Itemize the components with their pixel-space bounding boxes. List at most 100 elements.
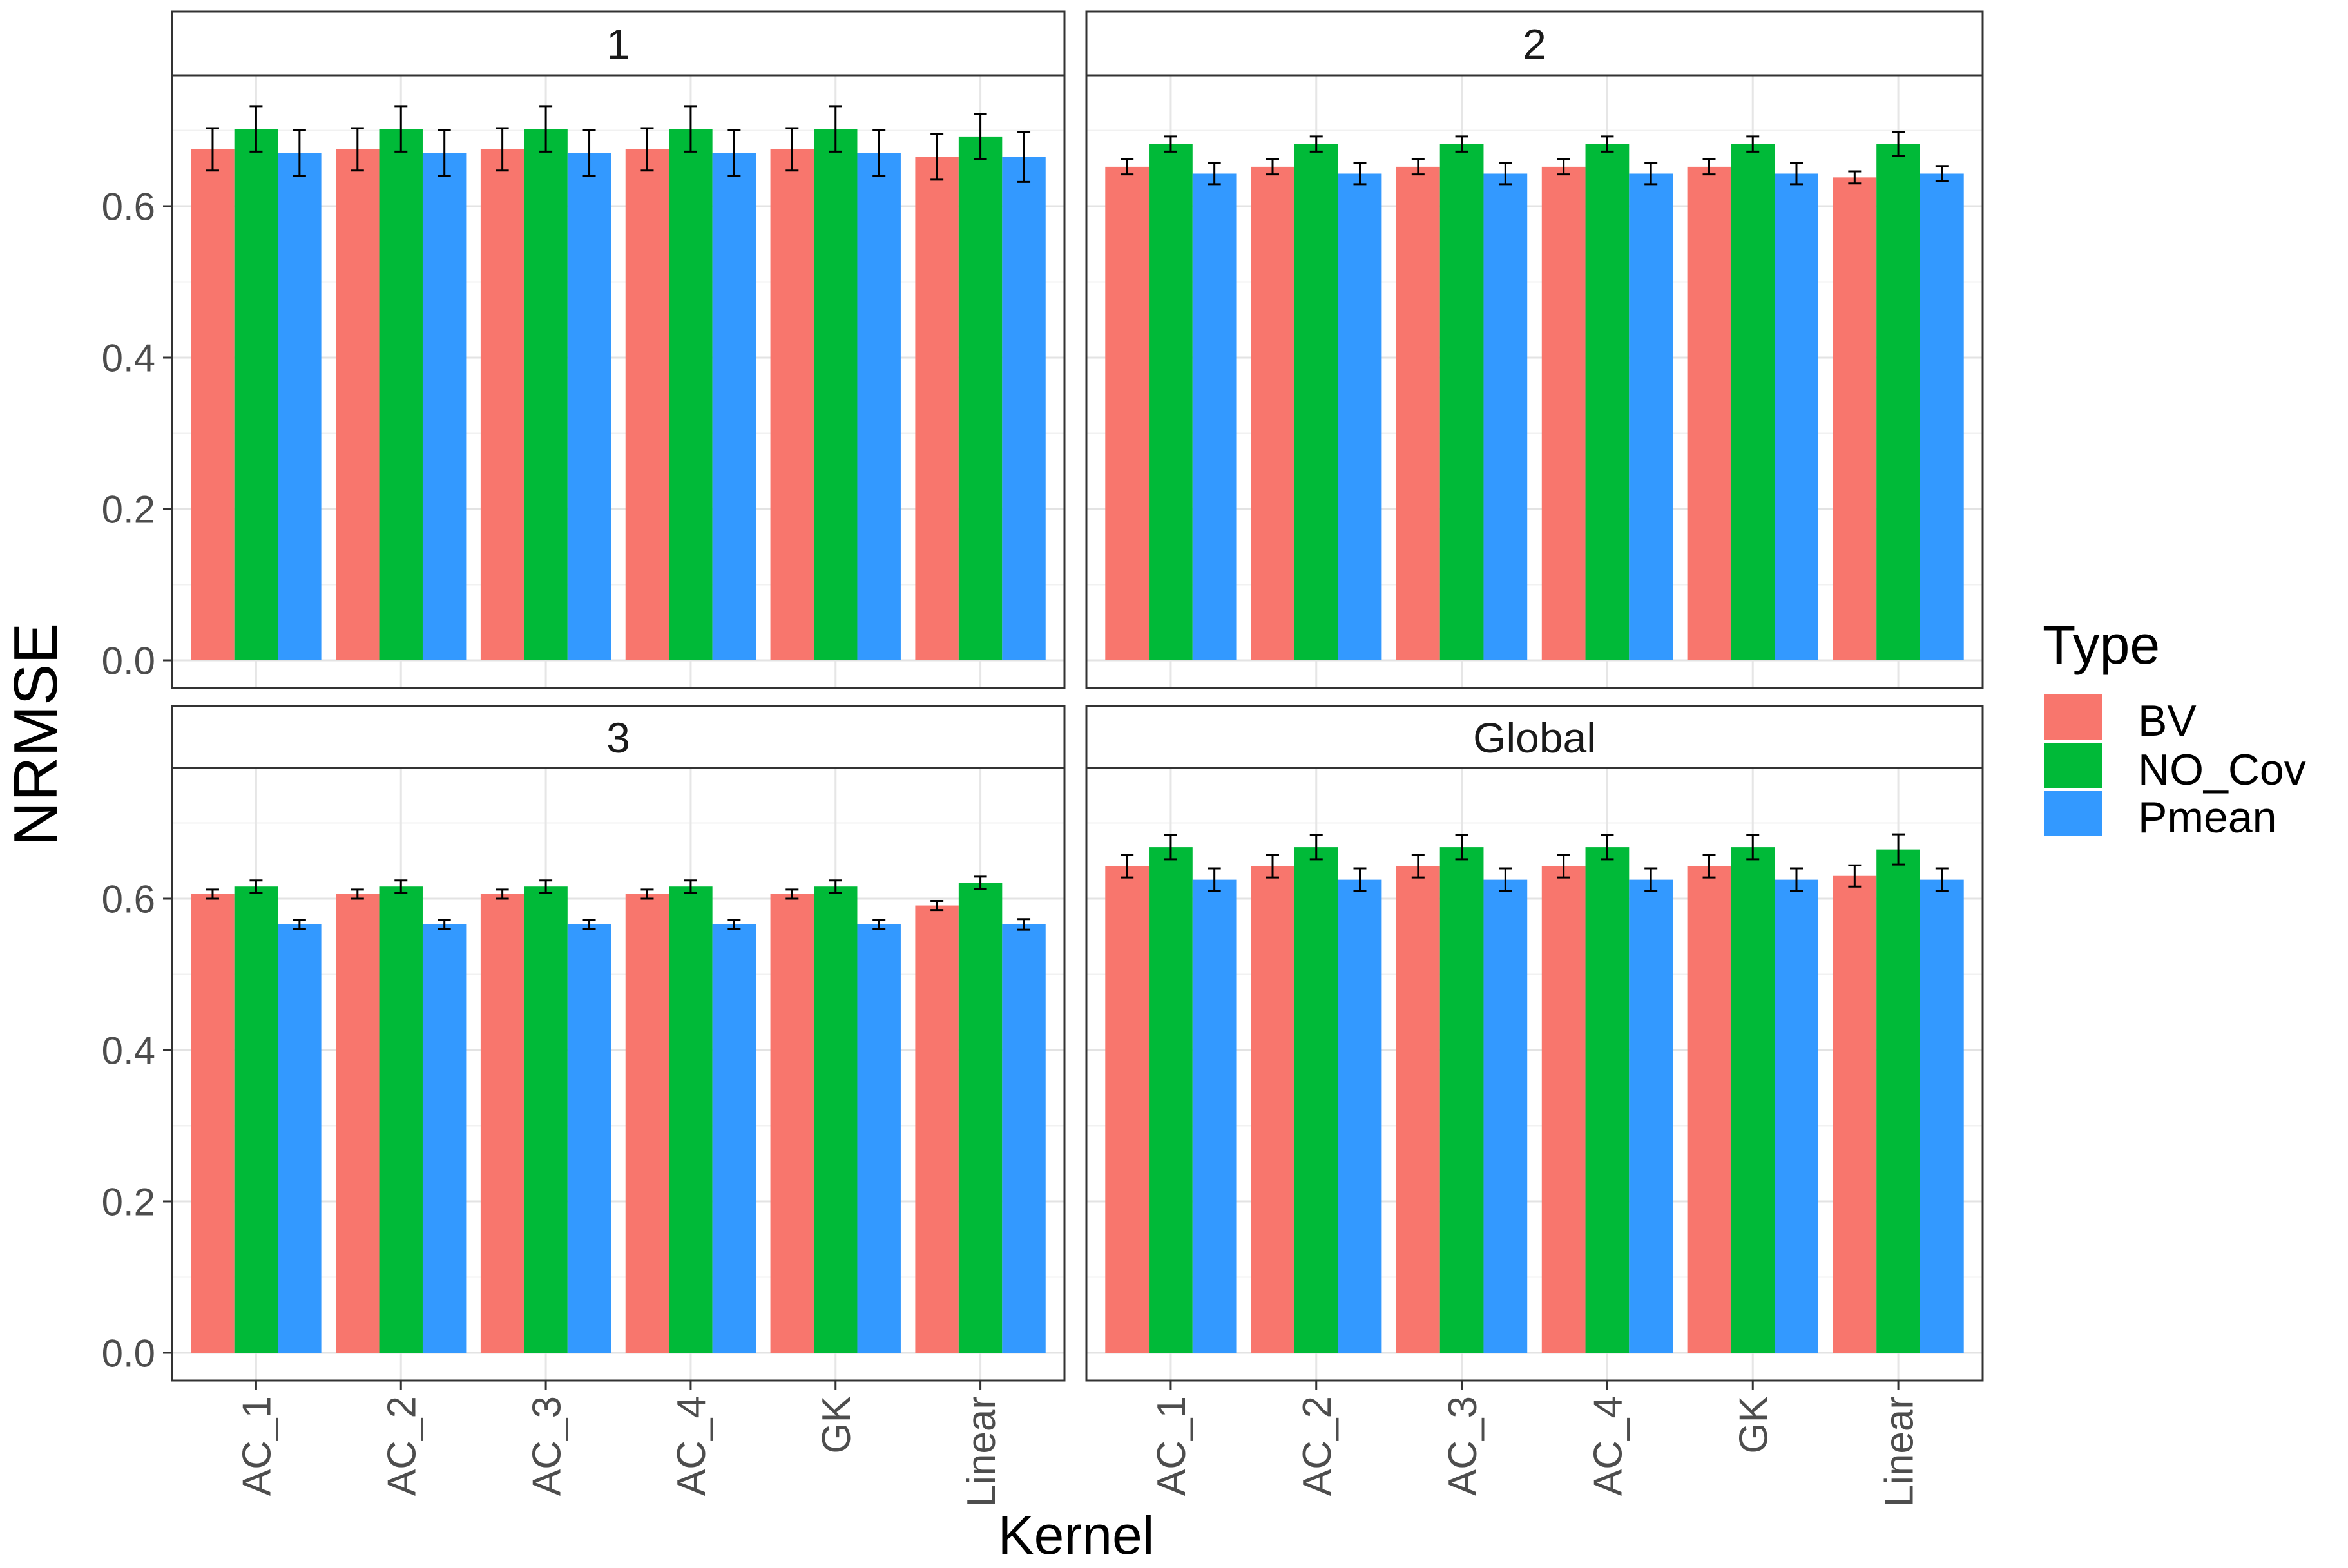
y-tick-label: 0.2 xyxy=(102,488,155,531)
error-bar-3-pmean-ac-1 xyxy=(293,919,306,930)
bar-global-bv-ac-1 xyxy=(1105,866,1150,1353)
bar-3-bv-gk xyxy=(770,894,814,1353)
error-bar-2-pmean-ac-2 xyxy=(1353,162,1367,186)
facet-panel-1: 1 0.0 0.2 0.4 0.6 xyxy=(102,10,1066,689)
y-tick-label: 0.4 xyxy=(102,1029,155,1073)
legend-label-pmean: Pmean xyxy=(2138,793,2276,842)
bar-1-no-cov-gk xyxy=(814,129,858,660)
x-tick-label-gk: GK xyxy=(1732,1396,1776,1454)
error-bar-2-bv-ac-3 xyxy=(1411,158,1425,176)
bar-3-no-cov-ac-2 xyxy=(379,886,423,1353)
bar-2-bv-gk xyxy=(1687,166,1731,660)
legend-key-no-cov xyxy=(2044,743,2102,788)
error-bar-global-no-cov-ac-1 xyxy=(1164,834,1177,861)
bar-3-bv-ac-3 xyxy=(480,894,524,1353)
bar-1-pmean-ac-1 xyxy=(278,153,322,660)
error-bar-1-bv-gk xyxy=(785,127,799,172)
error-bar-1-pmean-ac-3 xyxy=(582,129,596,177)
bar-2-bv-linear xyxy=(1833,177,1877,661)
bar-global-pmean-ac-3 xyxy=(1483,879,1528,1353)
x-tick-label-linear: Linear xyxy=(959,1396,1004,1507)
x-tick-label-ac-4: AC_4 xyxy=(669,1396,714,1496)
bar-3-bv-ac-4 xyxy=(625,894,669,1353)
error-bar-1-pmean-ac-4 xyxy=(727,129,741,177)
error-bar-3-bv-gk xyxy=(785,888,799,900)
error-bar-global-bv-ac-4 xyxy=(1557,854,1570,879)
facet-strip-1 xyxy=(171,10,1066,77)
error-bar-1-bv-ac-3 xyxy=(496,127,509,172)
error-bar-3-pmean-linear xyxy=(1017,918,1031,931)
error-bar-2-bv-ac-4 xyxy=(1557,158,1570,176)
error-bar-1-bv-ac-1 xyxy=(206,127,219,172)
error-bar-3-no-cov-ac-4 xyxy=(684,879,697,894)
error-bar-1-bv-linear xyxy=(930,133,944,181)
facet-strip-label-1: 1 xyxy=(606,20,630,68)
bar-3-pmean-ac-1 xyxy=(278,924,322,1353)
bar-2-bv-ac-2 xyxy=(1251,166,1294,660)
x-tick-label-ac-1: AC_1 xyxy=(1150,1396,1194,1496)
error-bar-global-bv-ac-1 xyxy=(1121,854,1134,879)
error-bar-2-no-cov-ac-1 xyxy=(1164,135,1177,153)
bar-1-bv-gk xyxy=(770,149,814,660)
error-bar-3-no-cov-gk xyxy=(829,879,842,894)
bar-2-bv-ac-4 xyxy=(1541,166,1586,660)
error-bar-global-pmean-ac-1 xyxy=(1208,867,1221,892)
error-bar-3-no-cov-ac-2 xyxy=(394,879,408,894)
bar-2-no-cov-ac-3 xyxy=(1439,144,1484,660)
bar-2-pmean-linear xyxy=(1920,173,1964,661)
error-bar-1-pmean-ac-2 xyxy=(438,129,451,177)
error-bar-global-pmean-ac-3 xyxy=(1499,867,1512,892)
error-bar-1-no-cov-ac-3 xyxy=(539,105,553,153)
legend: Type BV NO_Cov Pmean xyxy=(2043,615,2306,842)
error-bar-global-no-cov-ac-4 xyxy=(1601,834,1614,861)
facet-strip-2 xyxy=(1085,10,1984,77)
bar-2-no-cov-ac-2 xyxy=(1294,144,1338,660)
error-bar-3-pmean-ac-3 xyxy=(582,919,596,930)
bar-3-no-cov-ac-4 xyxy=(669,886,713,1353)
error-bar-2-pmean-gk xyxy=(1790,162,1803,186)
error-bar-global-bv-ac-3 xyxy=(1411,854,1425,879)
y-tick-label: 0.0 xyxy=(102,640,155,683)
bar-3-bv-ac-2 xyxy=(336,894,380,1353)
y-tick-label: 0.4 xyxy=(102,337,155,380)
error-bar-2-no-cov-ac-2 xyxy=(1309,135,1323,153)
bar-2-no-cov-linear xyxy=(1876,144,1920,660)
bar-1-no-cov-ac-3 xyxy=(524,129,568,660)
bar-global-no-cov-gk xyxy=(1731,847,1775,1353)
bar-3-pmean-linear xyxy=(1002,924,1046,1353)
bar-2-no-cov-ac-4 xyxy=(1585,144,1630,660)
x-tick-label-linear: Linear xyxy=(1877,1396,1921,1507)
bar-2-pmean-gk xyxy=(1775,173,1818,661)
error-bar-3-pmean-gk xyxy=(872,919,886,930)
bar-2-no-cov-ac-1 xyxy=(1149,144,1193,660)
x-tick-label-ac-3: AC_3 xyxy=(1441,1396,1485,1496)
bar-global-no-cov-linear xyxy=(1876,849,1920,1353)
bar-2-pmean-ac-1 xyxy=(1192,173,1237,661)
bar-2-bv-ac-3 xyxy=(1396,166,1440,660)
error-bar-global-bv-linear xyxy=(1848,864,1862,888)
error-bar-2-pmean-ac-1 xyxy=(1208,162,1221,186)
error-bar-global-no-cov-ac-2 xyxy=(1309,834,1323,861)
x-tick-label-ac-2: AC_2 xyxy=(380,1396,425,1496)
facet-panel-global: Global AC_1 AC_2 AC_3 AC_4 GK Linear xyxy=(1085,705,1984,1507)
legend-title: Type xyxy=(2043,615,2160,675)
facet-strip-label-3: 3 xyxy=(606,714,630,761)
y-tick-label: 0.6 xyxy=(102,878,155,921)
error-bar-1-bv-ac-4 xyxy=(640,127,654,172)
bar-global-no-cov-ac-1 xyxy=(1149,847,1193,1353)
error-bar-1-no-cov-gk xyxy=(829,105,842,153)
bar-global-pmean-gk xyxy=(1775,879,1818,1353)
bar-2-pmean-ac-2 xyxy=(1338,173,1382,661)
error-bar-1-no-cov-ac-1 xyxy=(249,105,263,153)
legend-key-pmean xyxy=(2044,791,2102,836)
facet-strip-label-2: 2 xyxy=(1523,20,1546,68)
bar-global-no-cov-ac-3 xyxy=(1439,847,1484,1353)
x-tick-label-gk: GK xyxy=(814,1396,859,1454)
bar-global-no-cov-ac-2 xyxy=(1294,847,1338,1353)
error-bar-3-bv-ac-4 xyxy=(640,888,654,900)
error-bar-2-bv-gk xyxy=(1702,158,1716,176)
bar-1-no-cov-ac-2 xyxy=(379,129,423,660)
error-bar-3-no-cov-ac-3 xyxy=(539,879,553,894)
error-bar-3-pmean-ac-2 xyxy=(438,919,451,930)
